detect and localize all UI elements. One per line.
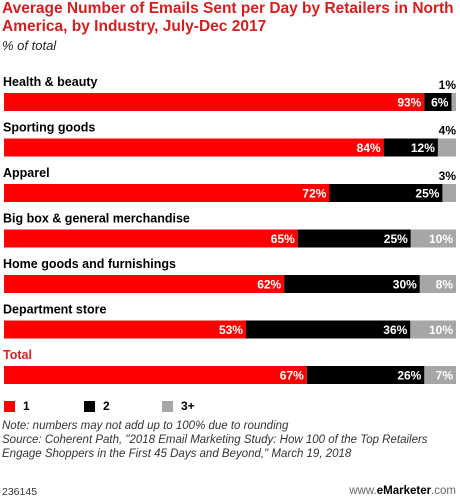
bar-health-beauty-series-1 (4, 93, 425, 111)
bar-total-series-2 (306, 366, 425, 384)
chart-id: 236145 (2, 486, 38, 498)
bar-department-store-series-1 (4, 320, 246, 339)
bar-sporting-goods-series-2 (383, 138, 438, 157)
bar-health-beauty-series-2 (424, 93, 452, 111)
legend-label-1: 1 (23, 399, 30, 413)
legend-swatch-1 (4, 400, 15, 412)
bar-big-box-general-merchandise-series-2 (297, 229, 411, 248)
bar-big-box-general-merchandise-series-1 (4, 229, 298, 248)
data-label-home-goods-and-furnishings-series-1: 62% (257, 278, 281, 292)
data-label-big-box-general-merchandise-series-3: 10% (429, 232, 453, 246)
legend-item-1: 1 (4, 397, 30, 415)
bar-apparel-series-1 (4, 184, 330, 202)
category-label-department-store: Department store (3, 303, 107, 317)
data-label-big-box-general-merchandise-series-1: 65% (271, 232, 295, 246)
bar-chart: Health & beauty 93% 6% 1% Sporting goods 84% 1… (3, 75, 457, 384)
data-label-department-store-series-3: 10% (429, 323, 453, 337)
bar-sporting-goods-series-3 (437, 138, 456, 157)
source-text: Source: Coherent Path, "2018 Email Marke… (2, 434, 428, 460)
brand-prefix: www. (349, 485, 377, 497)
data-label-home-goods-and-furnishings-series-3: 8% (436, 278, 454, 292)
data-label-health-beauty-series-1: 93% (397, 96, 421, 110)
legend-item-3plus: 3+ (162, 397, 195, 415)
bar-home-goods-and-furnishings-series-3 (419, 275, 456, 293)
legend-label-2: 2 (103, 399, 110, 413)
legend-label-3plus: 3+ (181, 399, 195, 413)
bar-big-box-general-merchandise-series-3 (410, 229, 456, 248)
category-label-sporting-goods: Sporting goods (3, 121, 95, 135)
data-label-big-box-general-merchandise-series-2: 25% (384, 232, 408, 246)
data-label-total-series-1: 67% (280, 369, 304, 383)
bar-home-goods-and-furnishings-series-1 (4, 275, 285, 293)
brand-suffix: .com (431, 485, 456, 497)
category-label-health-beauty: Health & beauty (3, 75, 98, 89)
bar-total-series-3 (424, 366, 456, 384)
chart-subtitle: % of total (2, 38, 57, 53)
data-label-apparel-series-1: 72% (302, 187, 326, 201)
data-label-health-beauty-series-2: 6% (431, 96, 449, 110)
category-label-home-goods-and-furnishings: Home goods and furnishings (3, 257, 176, 271)
category-label-big-box-general-merchandise: Big box & general merchandise (3, 212, 190, 226)
category-label-apparel: Apparel (3, 166, 50, 180)
bar-department-store-series-3 (410, 320, 456, 339)
legend-swatch-2 (84, 400, 95, 412)
bar-department-store-series-2 (245, 320, 411, 339)
legend: 1 2 3+ (4, 397, 304, 415)
data-label-apparel-series-3: 3% (439, 169, 457, 183)
bar-apparel-series-2 (329, 184, 443, 202)
note-text: Note: numbers may not add up to 100% due… (2, 420, 289, 432)
bar-health-beauty-series-3 (451, 93, 456, 111)
bar-home-goods-and-furnishings-series-2 (284, 275, 420, 293)
legend-item-2: 2 (84, 397, 110, 415)
category-label-total: Total (3, 348, 32, 362)
brand-logo: www.eMarketer.com (349, 485, 456, 497)
data-label-department-store-series-2: 36% (383, 323, 407, 337)
bar-apparel-series-3 (442, 184, 456, 202)
chart-notes: Note: numbers may not add up to 100% due… (2, 419, 454, 461)
data-label-apparel-series-2: 25% (415, 187, 439, 201)
brand-name: eMarketer (376, 485, 432, 497)
data-label-total-series-2: 26% (397, 369, 421, 383)
data-label-total-series-3: 7% (436, 369, 454, 383)
data-label-sporting-goods-series-3: 4% (439, 124, 457, 138)
data-label-sporting-goods-series-1: 84% (357, 141, 381, 155)
legend-swatch-3plus (162, 400, 173, 412)
bar-sporting-goods-series-1 (4, 138, 384, 157)
data-label-home-goods-and-furnishings-series-2: 30% (393, 278, 417, 292)
data-label-sporting-goods-series-2: 12% (411, 141, 435, 155)
bar-total-series-1 (4, 366, 307, 384)
data-label-department-store-series-1: 53% (219, 323, 243, 337)
data-label-health-beauty-series-3: 1% (439, 78, 457, 92)
chart-title: Average Number of Emails Sent per Day by… (2, 0, 454, 35)
